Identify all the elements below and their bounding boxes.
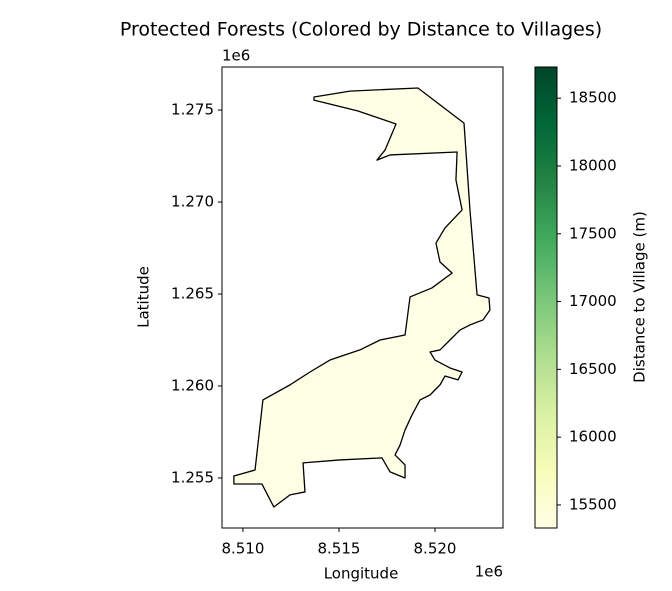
y-tick-label: 1.260	[171, 376, 214, 394]
colorbar-tick-label: 18000	[569, 156, 617, 174]
y-offset-label: 1e6	[222, 47, 250, 65]
colorbar-label: Distance to Village (m)	[631, 211, 649, 383]
y-tick-label: 1.275	[171, 101, 214, 119]
colorbar-tick-label: 15500	[569, 495, 617, 513]
x-tick-label: 8.515	[317, 540, 360, 558]
colorbar-tick-label: 17500	[569, 224, 617, 242]
colorbar	[534, 66, 558, 529]
colorbar-tick-label: 17000	[569, 292, 617, 310]
colorbar-tick-label: 16500	[569, 360, 617, 378]
axes-frame	[221, 66, 504, 529]
x-tick-label: 8.510	[221, 540, 264, 558]
x-offset-label: 1e6	[475, 563, 503, 581]
colorbar-tick-label: 16000	[569, 428, 617, 446]
y-tick-label: 1.270	[171, 193, 214, 211]
y-tick-label: 1.265	[171, 285, 214, 303]
chart-title: Protected Forests (Colored by Distance t…	[120, 19, 602, 41]
y-axis-label: Latitude	[135, 266, 153, 328]
x-axis-label: Longitude	[324, 565, 399, 583]
forest-polygon	[233, 87, 491, 508]
colorbar-tick-label: 18500	[569, 89, 617, 107]
x-tick-label: 8.520	[414, 540, 457, 558]
y-tick-label: 1.255	[171, 468, 214, 486]
